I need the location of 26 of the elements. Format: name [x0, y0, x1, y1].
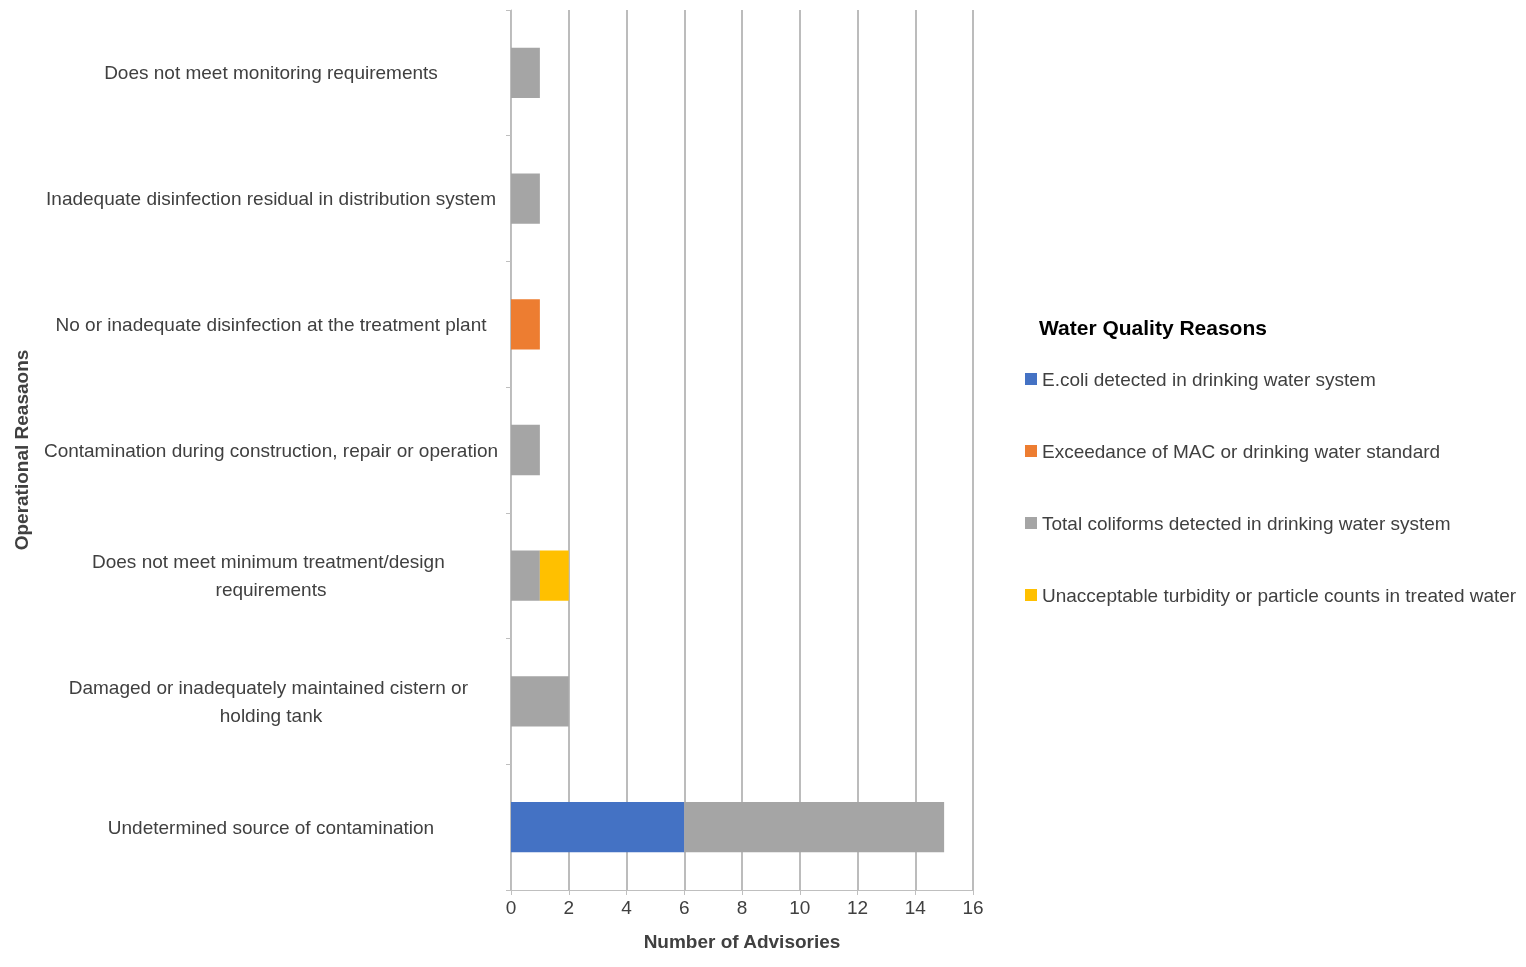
y-tick-label: Damaged or inadequately maintained cistern or holding tank — [68, 676, 474, 726]
legend-label: Exceedance of MAC or drinking water standard — [1042, 440, 1441, 462]
y-tick-label: Undetermined source of contamination — [107, 816, 435, 838]
bar — [539, 550, 569, 601]
y-tick-label: Does not meet minimum treatment/design requirements — [92, 551, 450, 601]
x-tick-label: 6 — [678, 897, 690, 918]
x-tick-label: 4 — [621, 897, 633, 918]
legend-label: Total coliforms detected in drinking water system — [1042, 512, 1451, 534]
x-tick-label: 2 — [563, 897, 575, 918]
y-axis-title: Operational Reasaons — [11, 349, 32, 551]
x-tick-label: 16 — [962, 897, 984, 918]
legend-title: Water Quality Reasons — [1039, 316, 1267, 339]
x-tick-label: 12 — [846, 897, 869, 918]
x-tick-label: 8 — [736, 897, 748, 918]
y-tick-label: Inadequate disinfection residual in distribution system — [46, 188, 496, 210]
x-tick-label: 0 — [505, 897, 517, 918]
y-tick-label: Does not meet monitoring requirements — [104, 62, 438, 84]
legend-label: E.coli detected in drinking water system — [1042, 368, 1376, 390]
bar — [511, 802, 685, 853]
x-tick-label: 14 — [904, 897, 927, 918]
x-axis-title: Number of Advisories — [643, 931, 841, 952]
y-tick-label: Contamination during construction, repair or operation — [43, 439, 499, 461]
x-tick-label: 10 — [789, 897, 811, 918]
bar — [511, 299, 540, 350]
y-tick-label: No or inadequate disinfection at the treatment plant — [55, 313, 488, 335]
legend-label: Unacceptable turbidity or particle counts in treated water — [1042, 584, 1517, 606]
